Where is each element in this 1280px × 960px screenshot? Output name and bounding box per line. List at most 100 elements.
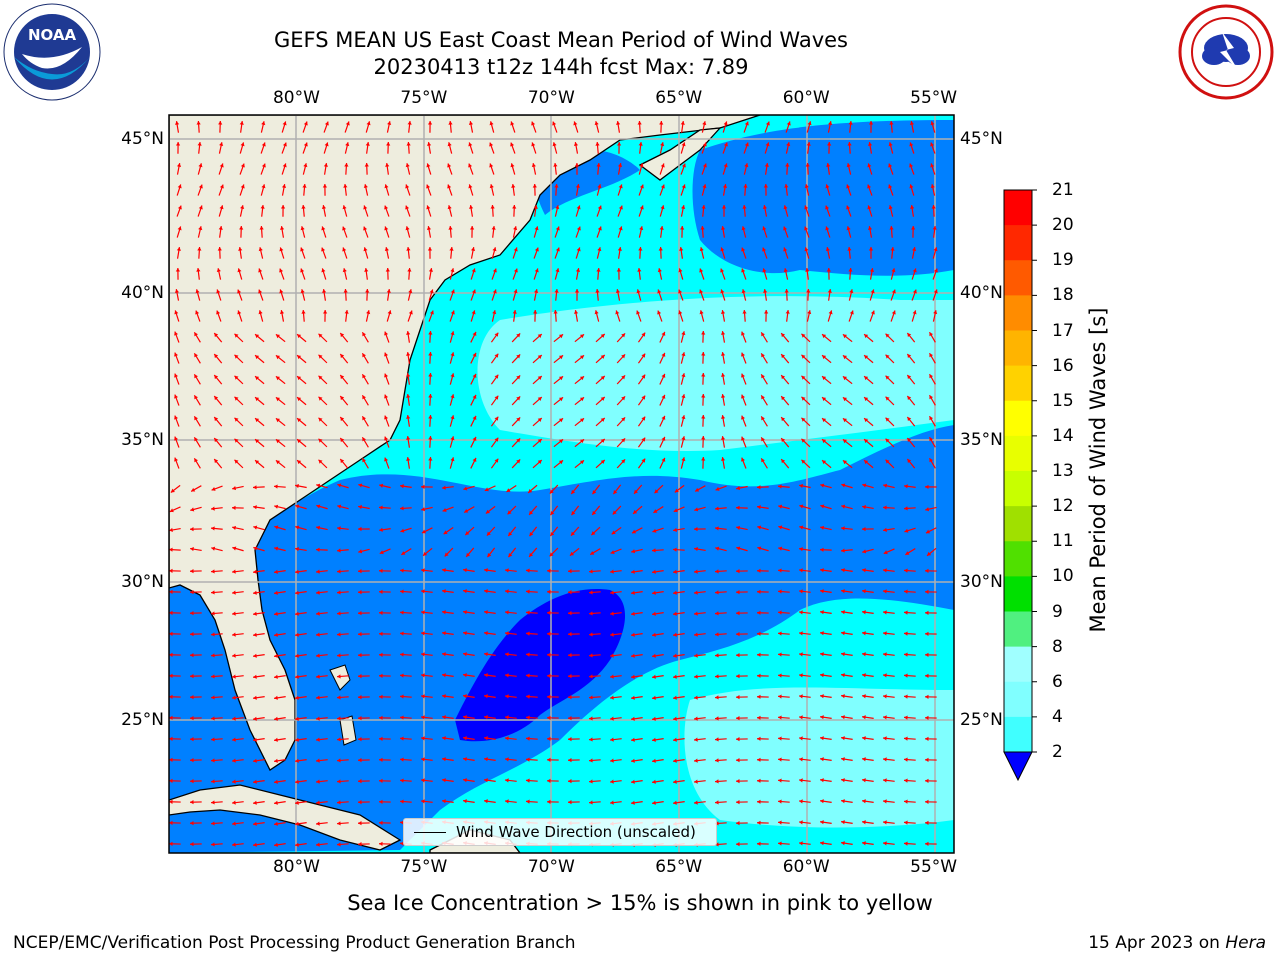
wind-wave-arrowhead (429, 310, 434, 315)
wind-wave-arrowhead (765, 142, 770, 147)
wind-wave-arrowhead (169, 652, 173, 657)
wind-wave-arrowhead (907, 374, 912, 380)
wind-wave-arrowhead (421, 778, 425, 783)
wind-wave-arrowhead (799, 820, 803, 825)
wind-wave-arrowhead (300, 289, 305, 294)
wind-wave-arrowhead (681, 415, 686, 420)
wind-wave-arrowhead (232, 695, 236, 700)
wind-wave-arrowhead (316, 737, 320, 742)
colorbar-tick-15: 15 (1052, 390, 1074, 411)
wind-wave-arrowhead (781, 354, 786, 359)
wind-wave-arrowhead (400, 484, 404, 489)
wind-wave-arrowhead (781, 417, 786, 422)
legend: Wind Wave Direction (unscaled) (403, 818, 717, 846)
wind-wave-arrowhead (407, 268, 412, 272)
wind-wave-arrowhead (762, 268, 767, 273)
wind-wave-arrowhead (616, 268, 621, 272)
wind-wave-arrowhead (358, 653, 362, 658)
wind-wave-arrowhead (889, 226, 894, 230)
wind-wave-arrowhead (864, 460, 869, 465)
wind-wave-arrowhead (534, 226, 539, 231)
wind-wave-arrowhead (337, 526, 341, 531)
wind-wave-arrowhead (358, 611, 362, 616)
wind-wave-arrowhead (443, 530, 448, 535)
wind-wave-arrowhead (484, 694, 488, 699)
wind-wave-arrowhead (870, 289, 875, 294)
wind-wave-arrowhead (253, 821, 257, 826)
wind-wave-arrowhead (576, 226, 581, 231)
wind-wave-arrowhead (232, 546, 237, 551)
wind-wave-arrowhead (904, 631, 908, 636)
wind-wave-arrowhead (673, 674, 677, 679)
wind-wave-arrowhead (379, 673, 383, 678)
wind-wave-arrowhead (190, 611, 194, 616)
wind-wave-arrowhead (505, 610, 509, 615)
wind-wave-arrowhead (428, 331, 433, 335)
wind-wave-arrowhead (337, 779, 341, 784)
wind-wave-arrowhead (596, 163, 601, 167)
wind-wave-arrowhead (340, 438, 345, 443)
wind-wave-arrowhead (255, 439, 260, 444)
colorbar-band (1004, 435, 1032, 472)
wind-wave-arrowhead (723, 142, 728, 147)
wind-wave-arrowhead (194, 374, 198, 379)
wind-wave-arrowhead (274, 590, 278, 595)
wind-wave-arrowhead (621, 375, 626, 380)
period-band-min (455, 589, 626, 742)
wind-wave-arrowhead (421, 631, 425, 636)
wind-wave-arrowhead (512, 205, 517, 209)
wind-wave-arrowhead (868, 121, 874, 125)
wind-wave-arrowhead (568, 569, 572, 574)
wind-wave-arrowhead (280, 205, 286, 209)
wind-wave-arrowhead (219, 142, 224, 147)
wind-wave-arrowhead (904, 715, 908, 720)
wind-wave-arrowhead (568, 653, 572, 658)
wind-wave-arrowhead (568, 758, 572, 763)
colorbar-band (1004, 190, 1032, 226)
wind-wave-arrowhead (761, 332, 765, 337)
wind-wave-arrowhead (384, 352, 389, 357)
wind-wave-arrowhead (736, 569, 740, 574)
wind-wave-arrowhead (471, 289, 476, 294)
wind-wave-arrowhead (533, 205, 538, 209)
noaa-logo-text: NOAA (28, 26, 77, 44)
wind-wave-arrowhead (904, 820, 908, 825)
colorbar-tick-14: 14 (1052, 425, 1074, 446)
wind-wave-arrowhead (722, 184, 728, 188)
wind-wave-arrowhead (883, 589, 887, 594)
wind-wave-arrowhead (421, 589, 425, 594)
wind-wave-arrowhead (258, 289, 263, 294)
wind-wave-arrowhead (573, 121, 578, 126)
wind-wave-arrowhead (610, 737, 614, 742)
wind-wave-arrowhead (597, 226, 602, 231)
wind-wave-arrowhead (611, 530, 616, 535)
wind-wave-arrowhead (757, 841, 761, 846)
wind-wave-arrowhead (575, 268, 581, 272)
wind-wave-arrowhead (253, 569, 257, 574)
wind-wave-arrowhead (211, 590, 215, 595)
lon-tick-bottom-5: 55°W (910, 857, 958, 877)
wind-wave-arrowhead (214, 396, 219, 401)
wind-wave-arrowhead (720, 352, 726, 356)
wind-wave-arrowhead (211, 779, 215, 784)
wind-wave-arrowhead (472, 415, 477, 420)
wind-wave-arrowhead (426, 163, 431, 168)
wind-wave-arrowhead (232, 716, 236, 721)
wind-wave-arrowhead (610, 569, 614, 574)
wind-wave-arrowhead (337, 611, 341, 616)
wind-wave-arrowhead (274, 504, 279, 509)
wind-wave-arrowhead (862, 841, 866, 846)
wind-wave-arrowhead (190, 547, 194, 552)
wind-wave-arrowhead (426, 226, 432, 230)
wind-wave-arrowhead (442, 778, 446, 783)
wind-wave-arrowhead (631, 800, 635, 805)
wind-wave-arrowhead (197, 247, 202, 251)
wind-wave-arrowhead (344, 310, 349, 314)
colorbar-band (1004, 716, 1032, 753)
wind-wave-arrowhead (428, 373, 433, 377)
wind-wave-arrowhead (505, 652, 509, 657)
wind-wave-arrowhead (904, 778, 908, 783)
wind-wave-arrowhead (828, 121, 833, 126)
wind-wave-arrowhead (258, 268, 263, 273)
wind-wave-arrowhead (778, 546, 783, 551)
